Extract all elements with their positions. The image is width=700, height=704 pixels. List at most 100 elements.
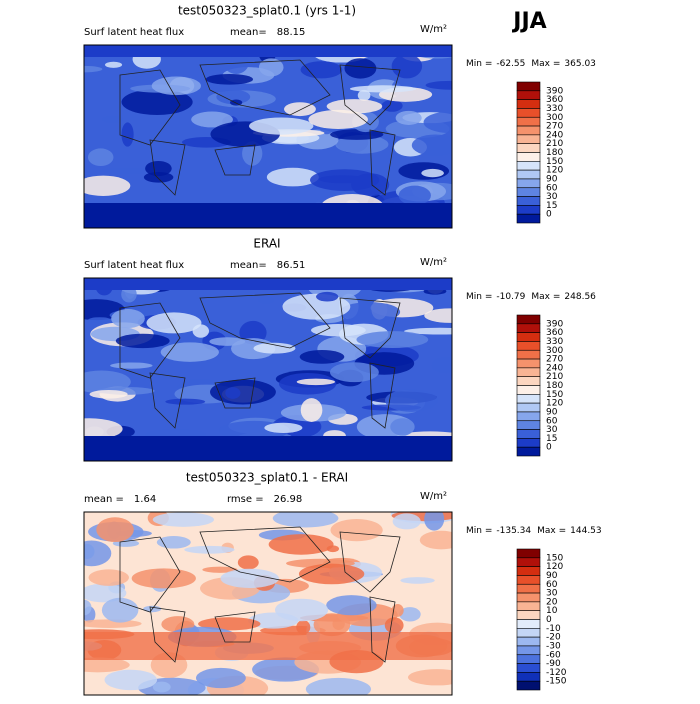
colorbar-label: 15 <box>546 201 557 211</box>
map-field <box>87 148 114 167</box>
colorbar-box <box>516 601 541 611</box>
map-frame <box>83 277 453 462</box>
colorbar-label: 150 <box>546 157 563 167</box>
colorbar-box <box>516 81 541 92</box>
map-field <box>318 175 367 184</box>
colorbar-label: 60 <box>546 416 558 426</box>
map-field <box>84 175 131 196</box>
colorbar-label: -90 <box>546 659 561 669</box>
colorbar-box <box>516 314 541 325</box>
colorbar-box <box>516 341 541 351</box>
colorbar-box <box>516 672 541 682</box>
map-field <box>101 597 139 623</box>
colorbar-label: 90 <box>546 571 558 581</box>
colorbar-label: 10 <box>546 606 558 616</box>
map-field <box>329 362 379 383</box>
colorbar-box <box>516 429 541 439</box>
colorbar-box <box>516 628 541 638</box>
map-field <box>88 569 129 586</box>
colorbar-box <box>516 548 541 559</box>
continent-outline <box>214 144 256 176</box>
stat-label: rmse = <box>227 494 264 505</box>
colorbar-label: 0 <box>546 443 552 453</box>
map-field <box>268 534 334 555</box>
map-field <box>84 65 103 73</box>
colorbar-box <box>516 116 541 127</box>
unit: W/m² <box>420 257 447 268</box>
continent-outline <box>199 59 331 116</box>
map-field <box>296 620 311 635</box>
colorbar-label: 360 <box>546 328 563 338</box>
colorbar-box <box>516 610 541 620</box>
stat-text: rmse = 26.98 <box>227 494 302 505</box>
stat-text: mean= 88.15 <box>230 27 305 38</box>
stat-label: mean = <box>84 494 124 505</box>
continent-outline <box>149 139 186 196</box>
max-value: 365.03 <box>564 59 596 69</box>
map-field <box>160 342 219 362</box>
map-field <box>84 540 112 567</box>
map-field <box>357 89 371 101</box>
colorbar-label: 240 <box>546 130 563 140</box>
map-field <box>264 422 303 433</box>
max-label: Max = <box>531 292 560 302</box>
colorbar-box <box>516 557 541 567</box>
map-field <box>104 61 123 68</box>
colorbar-label: 300 <box>546 346 563 356</box>
colorbar-box <box>516 143 541 153</box>
colorbar-label: 120 <box>546 166 563 176</box>
colorbar-box <box>516 349 541 360</box>
map-field <box>239 320 267 345</box>
stat-text: Surf latent heat flux <box>84 260 184 271</box>
colorbar-box <box>516 394 541 404</box>
continent-outline <box>119 69 181 146</box>
panel-title: test050323_splat0.1 - ERAI <box>186 471 348 485</box>
map-field <box>87 317 112 324</box>
max-value: 248.56 <box>564 292 596 302</box>
map-field <box>230 99 243 106</box>
map-field <box>84 657 130 673</box>
colorbar-box <box>516 385 541 395</box>
colorbar-label: 0 <box>546 210 552 220</box>
continent-outline <box>199 526 331 583</box>
map-field <box>101 115 124 124</box>
map-field <box>300 398 323 422</box>
range-text: Min = -135.34 Max = 144.53 <box>466 526 602 536</box>
map-field <box>344 58 377 79</box>
continent-outline <box>119 302 181 379</box>
max-label: Max = <box>531 59 560 69</box>
map-field <box>110 362 153 369</box>
polar-band <box>84 45 452 57</box>
map-field <box>121 286 137 303</box>
map-field <box>242 141 263 166</box>
map <box>84 512 452 695</box>
colorbar-label: 60 <box>546 183 558 193</box>
stat-label: mean= <box>230 27 267 38</box>
map-field <box>385 389 438 412</box>
map-field <box>313 613 351 637</box>
map-field <box>205 74 254 85</box>
map-field <box>411 134 452 157</box>
max-value: 144.53 <box>570 526 602 536</box>
map-field <box>146 312 202 334</box>
colorbar-label: 240 <box>546 363 563 373</box>
southern-band <box>84 632 452 660</box>
colorbar-box <box>516 376 541 386</box>
map-field <box>152 681 171 693</box>
stat-text: Surf latent heat flux <box>84 27 184 38</box>
map <box>84 45 452 228</box>
map-field <box>266 167 319 187</box>
map-field <box>156 536 191 549</box>
range-text: Min = -62.55 Max = 365.03 <box>466 59 596 69</box>
stat-value: 86.51 <box>277 260 306 271</box>
stat-value: 88.15 <box>277 27 306 38</box>
map-field <box>89 389 128 399</box>
map-field <box>96 517 134 543</box>
map-field <box>184 545 235 554</box>
colorbar-label: 30 <box>546 425 558 435</box>
map-field <box>384 617 404 634</box>
map-field <box>225 387 241 399</box>
map-field <box>84 599 92 616</box>
map-field <box>84 418 123 440</box>
colorbar-box <box>516 446 541 457</box>
